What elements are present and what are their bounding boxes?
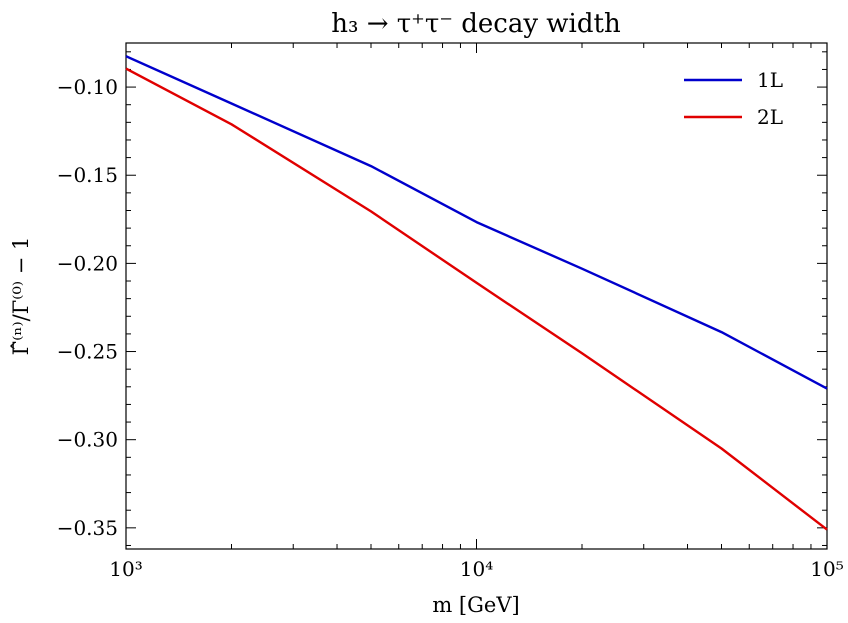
- x-tick-label: 10⁴: [460, 557, 493, 581]
- legend-label-1L: 1L: [757, 68, 783, 92]
- x-tick-label: 10³: [109, 557, 142, 581]
- y-tick-label: −0.20: [57, 251, 118, 275]
- y-tick-label: −0.35: [57, 516, 118, 540]
- series-line-2L: [125, 67, 828, 531]
- y-tick-label: −0.10: [57, 75, 118, 99]
- y-tick-label: −0.15: [57, 163, 118, 187]
- x-tick-label: 10⁵: [810, 557, 843, 581]
- series-line-1L: [125, 55, 828, 390]
- y-tick-label: −0.25: [57, 340, 118, 364]
- legend-label-2L: 2L: [757, 105, 783, 129]
- chart-title: h₃ → τ⁺τ⁻ decay width: [331, 9, 621, 39]
- plot-frame: [125, 42, 828, 550]
- y-axis-label: Γ̂⁽ⁿ⁾/Γ⁽⁰⁾ − 1: [9, 237, 33, 356]
- y-tick-label: −0.30: [57, 428, 118, 452]
- x-axis-label: m [GeV]: [432, 593, 519, 617]
